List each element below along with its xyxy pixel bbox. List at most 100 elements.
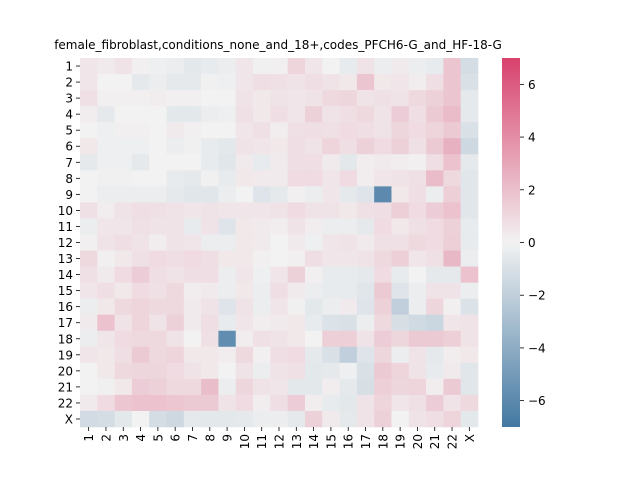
heatmap-cell-1-18	[374, 58, 392, 75]
chart-title: female_fibroblast,conditions_none_and_18…	[54, 38, 502, 52]
heatmap-cell-17-12	[270, 314, 288, 332]
heatmap-cell-14-1	[80, 266, 98, 283]
heatmap-cell-13-18	[374, 250, 392, 267]
heatmap-cell-22-12	[270, 394, 288, 412]
heatmap-cell-14-2	[97, 266, 115, 283]
heatmap-cell-2-9	[218, 74, 237, 91]
heatmap-cell-19-2	[97, 346, 115, 364]
heatmap-cell-9-2	[97, 186, 115, 203]
heatmap-cell-6-7	[183, 138, 202, 155]
heatmap-cell-10-13	[287, 202, 306, 219]
heatmap-cell-8-17	[356, 170, 375, 187]
heatmap-cell-8-13	[287, 170, 306, 187]
heatmap-cell-3-17	[356, 90, 375, 107]
heatmap-cell-11-10	[235, 218, 254, 235]
heatmap-cell-7-4	[131, 154, 150, 171]
heatmap-cell-8-12	[270, 170, 288, 187]
heatmap-cell-X-4	[131, 410, 150, 428]
heatmap-cell-11-20	[408, 218, 427, 235]
heatmap-cell-13-5	[149, 250, 167, 267]
heatmap-cell-4-4	[131, 106, 150, 123]
heatmap-cell-2-2	[97, 74, 115, 91]
heatmap-cell-16-14	[304, 298, 323, 315]
heatmap-cell-9-10	[235, 186, 254, 203]
row-tick-label-22: 22	[58, 396, 73, 410]
row-tick-label-17: 17	[58, 316, 73, 330]
heatmap-cell-12-3	[114, 234, 133, 251]
heatmap-cell-5-13	[287, 122, 306, 139]
heatmap-cell-3-20	[408, 90, 427, 107]
column-tick-label-9: 9	[221, 434, 235, 442]
heatmap-cell-5-8	[201, 122, 219, 139]
heatmap-cell-17-10	[235, 314, 254, 332]
column-tick-label-14: 14	[307, 434, 321, 449]
heatmap-cell-19-11	[253, 346, 271, 364]
heatmap-cell-19-9	[218, 346, 237, 364]
heatmap-cell-22-6	[166, 394, 185, 412]
heatmap-cell-7-11	[253, 154, 271, 171]
heatmap-cell-11-4	[131, 218, 150, 235]
heatmap-cell-6-13	[287, 138, 306, 155]
heatmap-cell-11-3	[114, 218, 133, 235]
heatmap-cell-17-22	[443, 314, 461, 332]
heatmap-cell-20-20	[408, 362, 427, 380]
heatmap-cell-15-3	[114, 282, 133, 299]
heatmap-cell-X-10	[235, 410, 254, 428]
heatmap-cell-8-7	[183, 170, 202, 187]
heatmap-cell-3-13	[287, 90, 306, 107]
heatmap-cell-10-15	[322, 202, 340, 219]
column-tick-label-8: 8	[203, 434, 217, 442]
heatmap-cell-17-17	[356, 314, 375, 332]
heatmap-cell-18-2	[97, 330, 115, 348]
heatmap-cell-19-1	[80, 346, 98, 364]
heatmap-cell-15-1	[80, 282, 98, 299]
heatmap-cell-2-14	[304, 74, 323, 91]
heatmap-cell-17-20	[408, 314, 427, 332]
heatmap-cell-8-8	[201, 170, 219, 187]
heatmap-cell-18-7	[183, 330, 202, 348]
heatmap-cell-14-15	[322, 266, 340, 283]
heatmap-cell-5-11	[253, 122, 271, 139]
heatmap-cell-22-10	[235, 394, 254, 412]
heatmap-cell-16-8	[201, 298, 219, 315]
heatmap-cell-21-16	[339, 378, 358, 396]
heatmap-cell-7-14	[304, 154, 323, 171]
heatmap-cell-21-1	[80, 378, 98, 396]
row-tick-label-11: 11	[58, 220, 73, 234]
heatmap-cell-10-19	[391, 202, 410, 219]
heatmap-cell-6-10	[235, 138, 254, 155]
heatmap-cell-3-18	[374, 90, 392, 107]
heatmap-cell-X-8	[201, 410, 219, 428]
heatmap-cell-20-3	[114, 362, 133, 380]
heatmap-cell-15-15	[322, 282, 340, 299]
heatmap-cell-18-12	[270, 330, 288, 348]
heatmap-cell-18-19	[391, 330, 410, 348]
heatmap-cell-16-5	[149, 298, 167, 315]
heatmap-cell-8-2	[97, 170, 115, 187]
heatmap-cell-20-4	[131, 362, 150, 380]
heatmap-cell-10-2	[97, 202, 115, 219]
heatmap-cell-14-16	[339, 266, 358, 283]
heatmap-cell-13-12	[270, 250, 288, 267]
heatmap-cell-21-22	[443, 378, 461, 396]
heatmap-cell-21-14	[304, 378, 323, 396]
heatmap-cell-10-11	[253, 202, 271, 219]
heatmap-cell-6-16	[339, 138, 358, 155]
heatmap-cell-7-19	[391, 154, 410, 171]
heatmap-cell-5-X	[460, 122, 479, 139]
heatmap-cell-5-4	[131, 122, 150, 139]
heatmap-cell-9-22	[443, 186, 461, 203]
heatmap-cell-12-20	[408, 234, 427, 251]
heatmap-cell-21-13	[287, 378, 306, 396]
heatmap-cell-10-7	[183, 202, 202, 219]
heatmap-cell-13-20	[408, 250, 427, 267]
heatmap-cell-20-6	[166, 362, 185, 380]
heatmap-cell-16-7	[183, 298, 202, 315]
heatmap-cell-3-10	[235, 90, 254, 107]
heatmap-cell-19-20	[408, 346, 427, 364]
heatmap-cell-15-16	[339, 282, 358, 299]
heatmap-cell-20-18	[374, 362, 392, 380]
heatmap-cell-13-10	[235, 250, 254, 267]
heatmap-cell-21-6	[166, 378, 185, 396]
heatmap-cell-7-22	[443, 154, 461, 171]
